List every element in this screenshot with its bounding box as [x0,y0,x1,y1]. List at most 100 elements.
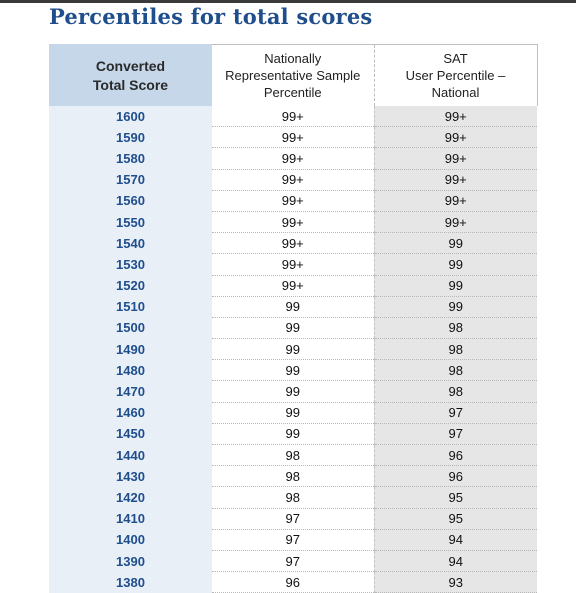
table-row: 1530 99+ 99 [49,253,537,276]
score-cell: 1480 [49,359,212,382]
table-row: 1460 99 97 [49,402,537,424]
sat-percentile-cell: 99+ [374,190,537,212]
header-line: Nationally [264,51,322,66]
table-row: 1580 99+ 99+ [49,147,537,170]
nrs-percentile-cell: 99+ [212,211,375,234]
table-row: 1590 99+ 99+ [49,126,537,149]
table-row: 1450 99 97 [49,423,537,446]
score-cell: 1530 [49,253,212,276]
sat-percentile-cell: 97 [374,423,537,446]
header-line: National [431,85,480,100]
sat-percentile-cell: 99 [374,296,537,318]
nrs-percentile-cell: 99 [212,338,375,361]
nrs-percentile-cell: 97 [212,529,375,551]
sat-percentile-cell: 99+ [374,147,537,170]
nrs-percentile-cell: 99 [212,423,375,446]
table-row: 1380 96 93 [49,571,537,593]
nrs-percentile-cell: 97 [212,508,375,530]
sat-percentile-cell: 97 [374,402,537,424]
nrs-percentile-cell: 99 [212,296,375,318]
score-cell: 1490 [49,338,212,361]
score-cell: 1550 [49,211,212,234]
percentile-table: Converted Total Score Nationally Represe… [49,44,538,593]
table-row: 1420 98 95 [49,486,537,509]
sat-percentile-cell: 95 [374,508,537,530]
header-line: SAT [443,51,468,66]
header-line: User Percentile – [405,68,506,83]
header-line: Percentile [263,85,322,100]
score-cell: 1420 [49,486,212,509]
table-row: 1550 99+ 99+ [49,211,537,234]
table-row: 1410 97 95 [49,508,537,530]
sat-percentile-cell: 95 [374,486,537,509]
table-body: 1600 99+ 99+ 1590 99+ 99+ 1580 99+ 99+ 1570 99+ 99+… [49,106,537,593]
nrs-percentile-cell: 96 [212,571,375,593]
header-converted-total-score: Converted Total Score [49,44,212,106]
header-sat-user-percentile: SAT User Percentile – National [374,44,538,106]
sat-percentile-cell: 93 [374,571,537,593]
nrs-percentile-cell: 99 [212,359,375,382]
nrs-percentile-cell: 99+ [212,126,375,149]
nrs-percentile-cell: 99 [212,402,375,424]
table-row: 1490 99 98 [49,338,537,361]
score-cell: 1440 [49,444,212,467]
sat-percentile-cell: 98 [374,338,537,361]
table-row: 1520 99+ 99 [49,275,537,297]
sat-percentile-cell: 99+ [374,106,537,128]
nrs-percentile-cell: 99 [212,380,375,403]
nrs-percentile-cell: 99+ [212,169,375,191]
table-row: 1600 99+ 99+ [49,106,537,128]
score-cell: 1460 [49,402,212,424]
score-cell: 1580 [49,147,212,170]
sat-percentile-cell: 98 [374,317,537,340]
table-row: 1500 99 98 [49,317,537,340]
page-title: Percentiles for total scores [49,4,373,29]
score-cell: 1560 [49,190,212,212]
table-row: 1540 99+ 99 [49,232,537,255]
sat-percentile-cell: 99+ [374,126,537,149]
score-cell: 1380 [49,571,212,593]
score-cell: 1540 [49,232,212,255]
score-cell: 1430 [49,465,212,488]
score-cell: 1470 [49,380,212,403]
table-row: 1440 98 96 [49,444,537,467]
nrs-percentile-cell: 98 [212,486,375,509]
sat-percentile-cell: 98 [374,380,537,403]
score-cell: 1590 [49,126,212,149]
sat-percentile-cell: 99+ [374,211,537,234]
sat-percentile-cell: 99 [374,232,537,255]
score-cell: 1450 [49,423,212,446]
nrs-percentile-cell: 98 [212,465,375,488]
score-cell: 1410 [49,508,212,530]
top-rule [0,0,576,3]
nrs-percentile-cell: 99+ [212,106,375,128]
score-cell: 1520 [49,275,212,297]
sat-percentile-cell: 99 [374,253,537,276]
score-cell: 1510 [49,296,212,318]
header-nationally-representative-sample: Nationally Representative Sample Percent… [212,44,375,106]
sat-percentile-cell: 94 [374,550,537,573]
nrs-percentile-cell: 97 [212,550,375,573]
nrs-percentile-cell: 99+ [212,253,375,276]
sat-percentile-cell: 99+ [374,169,537,191]
score-cell: 1500 [49,317,212,340]
table-header-row: Converted Total Score Nationally Represe… [49,44,538,106]
table-row: 1430 98 96 [49,465,537,488]
table-row: 1570 99+ 99+ [49,169,537,191]
nrs-percentile-cell: 99+ [212,190,375,212]
table-row: 1400 97 94 [49,529,537,551]
nrs-percentile-cell: 99+ [212,275,375,297]
table-row: 1470 99 98 [49,380,537,403]
nrs-percentile-cell: 99+ [212,232,375,255]
header-line: Total Score [92,76,169,93]
sat-percentile-cell: 96 [374,444,537,467]
score-cell: 1600 [49,106,212,128]
table-row: 1390 97 94 [49,550,537,573]
sat-percentile-cell: 94 [374,529,537,551]
score-cell: 1400 [49,529,212,551]
score-cell: 1390 [49,550,212,573]
sat-percentile-cell: 98 [374,359,537,382]
nrs-percentile-cell: 99 [212,317,375,340]
score-cell: 1570 [49,169,212,191]
table-row: 1560 99+ 99+ [49,190,537,212]
